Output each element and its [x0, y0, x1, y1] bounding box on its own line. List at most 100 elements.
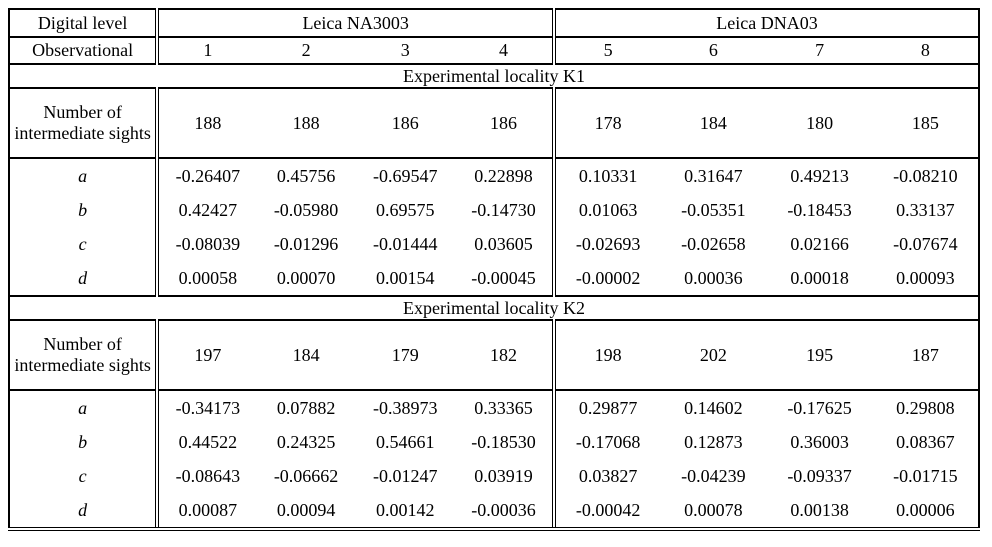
coef-value: -0.08039 [155, 227, 257, 261]
coef-row-b-k2: b 0.44522 0.24325 0.54661 -0.18530 -0.17… [9, 425, 979, 459]
coef-value: -0.05351 [681, 199, 746, 220]
coef-value: 0.00070 [276, 267, 336, 288]
coef-value: 0.42427 [155, 193, 257, 227]
sights-value: 195 [766, 320, 873, 391]
coef-row-b-k1: b 0.42427 -0.05980 0.69575 -0.14730 0.01… [9, 193, 979, 227]
coef-value: -0.08643 [155, 459, 257, 493]
coef-label-a: a [78, 397, 88, 418]
coef-value: 0.00087 [155, 493, 257, 531]
coef-label-a: a [78, 165, 88, 186]
coef-value: 0.00154 [376, 267, 435, 288]
sights-value: 187 [872, 320, 979, 391]
coef-value: 0.07882 [276, 397, 336, 418]
sights-value: 186 [454, 88, 555, 159]
coef-value: -0.26407 [155, 158, 257, 193]
header-row-instruments: Digital level Leica NA3003 Leica DNA03 [9, 9, 979, 37]
coef-value: 0.54661 [376, 431, 435, 452]
coef-value: 0.29877 [552, 390, 661, 425]
coef-value: -0.07674 [893, 233, 958, 254]
digital-level-header: Digital level [37, 12, 128, 33]
coef-value: 0.00006 [872, 493, 979, 531]
coef-value: -0.02658 [681, 233, 746, 254]
coef-value: 0.08367 [896, 431, 955, 452]
coef-value: -0.02693 [552, 227, 661, 261]
coef-value: 0.12873 [684, 431, 743, 452]
coef-value: -0.01247 [373, 465, 438, 486]
sights-value: 188 [155, 88, 257, 159]
coef-row-d-k2: d 0.00087 0.00094 0.00142 -0.00036 -0.00… [9, 493, 979, 531]
coef-value: 0.49213 [790, 165, 849, 186]
coef-value: -0.00036 [454, 493, 555, 531]
column-header-4: 4 [454, 36, 555, 64]
coef-value: 0.33137 [896, 199, 955, 220]
coef-row-a-k2: a -0.34173 0.07882 -0.38973 0.33365 0.29… [9, 390, 979, 425]
column-header-8: 8 [872, 36, 979, 64]
sights-value: 188 [256, 88, 356, 159]
sights-label: Number of intermediate sights [9, 88, 158, 159]
coef-value: -0.38973 [373, 397, 438, 418]
section-band-k1: Experimental locality K1 [9, 63, 979, 89]
coef-value: -0.09337 [787, 465, 852, 486]
section-title-k2: Experimental locality K2 [9, 295, 979, 321]
coef-value: -0.00045 [471, 267, 536, 288]
coef-value: -0.18530 [471, 431, 536, 452]
coef-label-d: d [78, 267, 88, 288]
sights-value: 185 [872, 88, 979, 159]
sights-row-k2: Number of intermediate sights 197 184 17… [9, 320, 979, 391]
coef-label-d: d [9, 493, 158, 531]
coef-value: -0.08210 [893, 165, 958, 186]
coef-value: 0.01063 [552, 193, 661, 227]
coef-label-c: c [78, 233, 87, 254]
coef-value: 0.00094 [256, 493, 356, 531]
coef-value: 0.69575 [376, 199, 435, 220]
coef-value: 0.00018 [790, 267, 849, 288]
coef-value: -0.06662 [273, 465, 339, 486]
group-header-leica-dna03: Leica DNA03 [552, 9, 979, 37]
coef-value: -0.17068 [552, 425, 661, 459]
coef-value: 0.00078 [660, 493, 767, 531]
sights-value: 184 [256, 320, 356, 391]
sights-value: 178 [552, 88, 661, 159]
coef-row-d-k1: d 0.00058 0.00070 0.00154 -0.00045 -0.00… [9, 261, 979, 296]
column-header-2: 2 [256, 36, 356, 64]
sights-value: 186 [355, 88, 455, 159]
coef-label-b: b [78, 199, 88, 220]
coef-value: 0.03605 [474, 233, 533, 254]
coef-row-c-k2: c -0.08643 -0.06662 -0.01247 0.03919 0.0… [9, 459, 979, 493]
observational-header: Observational [9, 36, 158, 64]
sights-value: 179 [355, 320, 455, 391]
coef-value: -0.05980 [273, 199, 339, 220]
coef-value: 0.00138 [766, 493, 873, 531]
coef-value: 0.45756 [276, 165, 336, 186]
header-row-observational: Observational 1 2 3 4 5 6 7 8 [9, 36, 979, 64]
coef-value: -0.17625 [787, 397, 852, 418]
coef-value: 0.44522 [155, 425, 257, 459]
column-header-3: 3 [355, 36, 455, 64]
sights-value: 198 [552, 320, 661, 391]
coef-value: 0.10331 [552, 158, 661, 193]
coef-value: 0.02166 [790, 233, 849, 254]
coef-label-c: c [78, 465, 87, 486]
coef-value: -0.18453 [787, 199, 852, 220]
coef-value: -0.01715 [893, 465, 958, 486]
coef-value: 0.24325 [276, 431, 336, 452]
coef-value: -0.04239 [681, 465, 746, 486]
coef-value: 0.03827 [552, 459, 661, 493]
sights-value: 184 [660, 88, 767, 159]
coef-value: -0.00002 [552, 261, 661, 296]
column-header-6: 6 [660, 36, 767, 64]
coef-label-b: b [78, 431, 88, 452]
coef-value: -0.34173 [155, 390, 257, 425]
coef-value: 0.31647 [684, 165, 743, 186]
coef-value: -0.14730 [471, 199, 536, 220]
coef-value: -0.01296 [273, 233, 339, 254]
sights-label: Number of intermediate sights [9, 320, 158, 391]
coef-value: 0.29808 [896, 397, 955, 418]
group-header-leica-na3003: Leica NA3003 [155, 9, 555, 37]
sights-value: 197 [155, 320, 257, 391]
column-header-5: 5 [552, 36, 661, 64]
column-header-1: 1 [155, 36, 257, 64]
coef-value: 0.36003 [790, 431, 849, 452]
coef-value: 0.00058 [155, 261, 257, 296]
coef-value: 0.00142 [355, 493, 455, 531]
